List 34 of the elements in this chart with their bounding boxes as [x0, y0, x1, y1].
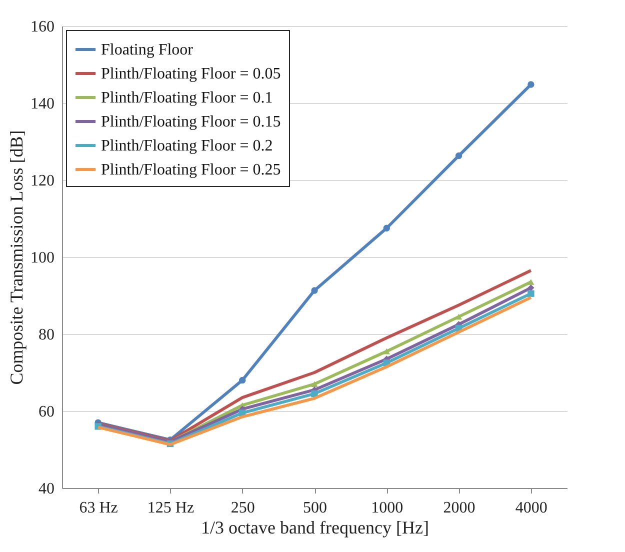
point: [528, 81, 534, 88]
legend-label: Plinth/Floating Floor = 0.25: [101, 162, 281, 178]
point: [455, 152, 462, 160]
x-tick-label: 250: [230, 500, 255, 516]
point: [311, 381, 318, 387]
x-tick-label: 2000: [443, 500, 476, 516]
point: [528, 279, 534, 285]
point: [311, 287, 318, 294]
x-tick-label: 63 Hz: [79, 500, 118, 516]
x-tick-label: 4000: [515, 500, 548, 516]
y-tick-label: 120: [30, 172, 54, 190]
legend-label: Plinth/Floating Floor = 0.05: [101, 66, 281, 82]
point: [528, 290, 534, 297]
point: [528, 284, 534, 292]
point: [311, 390, 318, 398]
x-axis-title: 1/3 octave band frequency [Hz]: [201, 518, 429, 538]
y-tick-label: 60: [38, 404, 54, 420]
x-tick-label: 500: [303, 500, 327, 516]
y-tick-label: 160: [30, 18, 54, 36]
y-tick-label: 140: [30, 96, 54, 112]
legend-label: Plinth/Floating Floor = 0.1: [101, 90, 273, 106]
y-axis-title: Composite Transmission Loss [dB]: [6, 130, 26, 385]
legend-label: Plinth/Floating Floor = 0.2: [101, 138, 273, 154]
y-tick-label: 40: [38, 480, 54, 498]
legend-label: Floating Floor: [101, 42, 194, 58]
y-tick-label: 100: [30, 250, 54, 266]
point: [383, 348, 390, 354]
point: [455, 314, 462, 320]
y-tick-label: 80: [38, 326, 54, 344]
point: [239, 376, 246, 384]
x-tick-label: 125 Hz: [147, 500, 194, 516]
point: [383, 224, 390, 232]
x-tick-label: 1000: [371, 500, 404, 516]
legend-label: Plinth/Floating Floor = 0.15: [101, 114, 281, 130]
